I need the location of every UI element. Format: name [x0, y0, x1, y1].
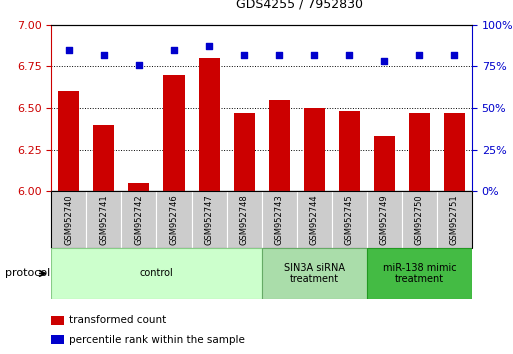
- Point: [135, 62, 143, 68]
- Text: GSM952741: GSM952741: [100, 194, 108, 245]
- Bar: [262, 191, 297, 248]
- Text: GSM952745: GSM952745: [345, 194, 354, 245]
- Text: GSM952740: GSM952740: [64, 194, 73, 245]
- Bar: [86, 191, 122, 248]
- Bar: [122, 191, 156, 248]
- Bar: [402, 191, 437, 248]
- Bar: [227, 191, 262, 248]
- Text: protocol: protocol: [5, 268, 50, 279]
- Text: GSM952744: GSM952744: [310, 194, 319, 245]
- Text: GSM952746: GSM952746: [169, 194, 179, 245]
- Text: transformed count: transformed count: [69, 315, 167, 325]
- Text: GSM952751: GSM952751: [450, 194, 459, 245]
- Bar: [199, 58, 220, 191]
- Bar: [156, 191, 191, 248]
- Bar: [191, 191, 227, 248]
- Bar: [128, 183, 149, 191]
- Text: GSM952750: GSM952750: [415, 194, 424, 245]
- Bar: [164, 75, 185, 191]
- Bar: [93, 125, 114, 191]
- Text: GSM952743: GSM952743: [274, 194, 284, 245]
- Text: GSM952748: GSM952748: [240, 194, 249, 245]
- Bar: [58, 91, 80, 191]
- Point: [380, 58, 388, 64]
- Text: miR-138 mimic
treatment: miR-138 mimic treatment: [383, 263, 456, 284]
- Bar: [51, 191, 86, 248]
- Text: control: control: [140, 268, 173, 279]
- Text: GSM952749: GSM952749: [380, 194, 389, 245]
- Text: SIN3A siRNA
treatment: SIN3A siRNA treatment: [284, 263, 345, 284]
- Point: [205, 44, 213, 49]
- Bar: [374, 136, 395, 191]
- Point: [170, 47, 178, 52]
- Bar: [269, 99, 290, 191]
- Point: [100, 52, 108, 58]
- Bar: [233, 113, 254, 191]
- Point: [275, 52, 283, 58]
- Point: [345, 52, 353, 58]
- Bar: [297, 191, 332, 248]
- Bar: [437, 191, 472, 248]
- Point: [310, 52, 318, 58]
- Point: [415, 52, 423, 58]
- Text: GSM952742: GSM952742: [134, 194, 144, 245]
- Point: [65, 47, 73, 52]
- Bar: [51, 248, 262, 299]
- Bar: [262, 248, 367, 299]
- Point: [240, 52, 248, 58]
- Point: [450, 52, 459, 58]
- Text: percentile rank within the sample: percentile rank within the sample: [69, 335, 245, 345]
- Bar: [332, 191, 367, 248]
- Bar: [409, 113, 430, 191]
- Text: GDS4255 / 7952830: GDS4255 / 7952830: [236, 0, 363, 11]
- Bar: [367, 191, 402, 248]
- Text: GSM952747: GSM952747: [205, 194, 213, 245]
- Bar: [304, 108, 325, 191]
- Bar: [444, 113, 465, 191]
- Bar: [339, 111, 360, 191]
- Bar: [367, 248, 472, 299]
